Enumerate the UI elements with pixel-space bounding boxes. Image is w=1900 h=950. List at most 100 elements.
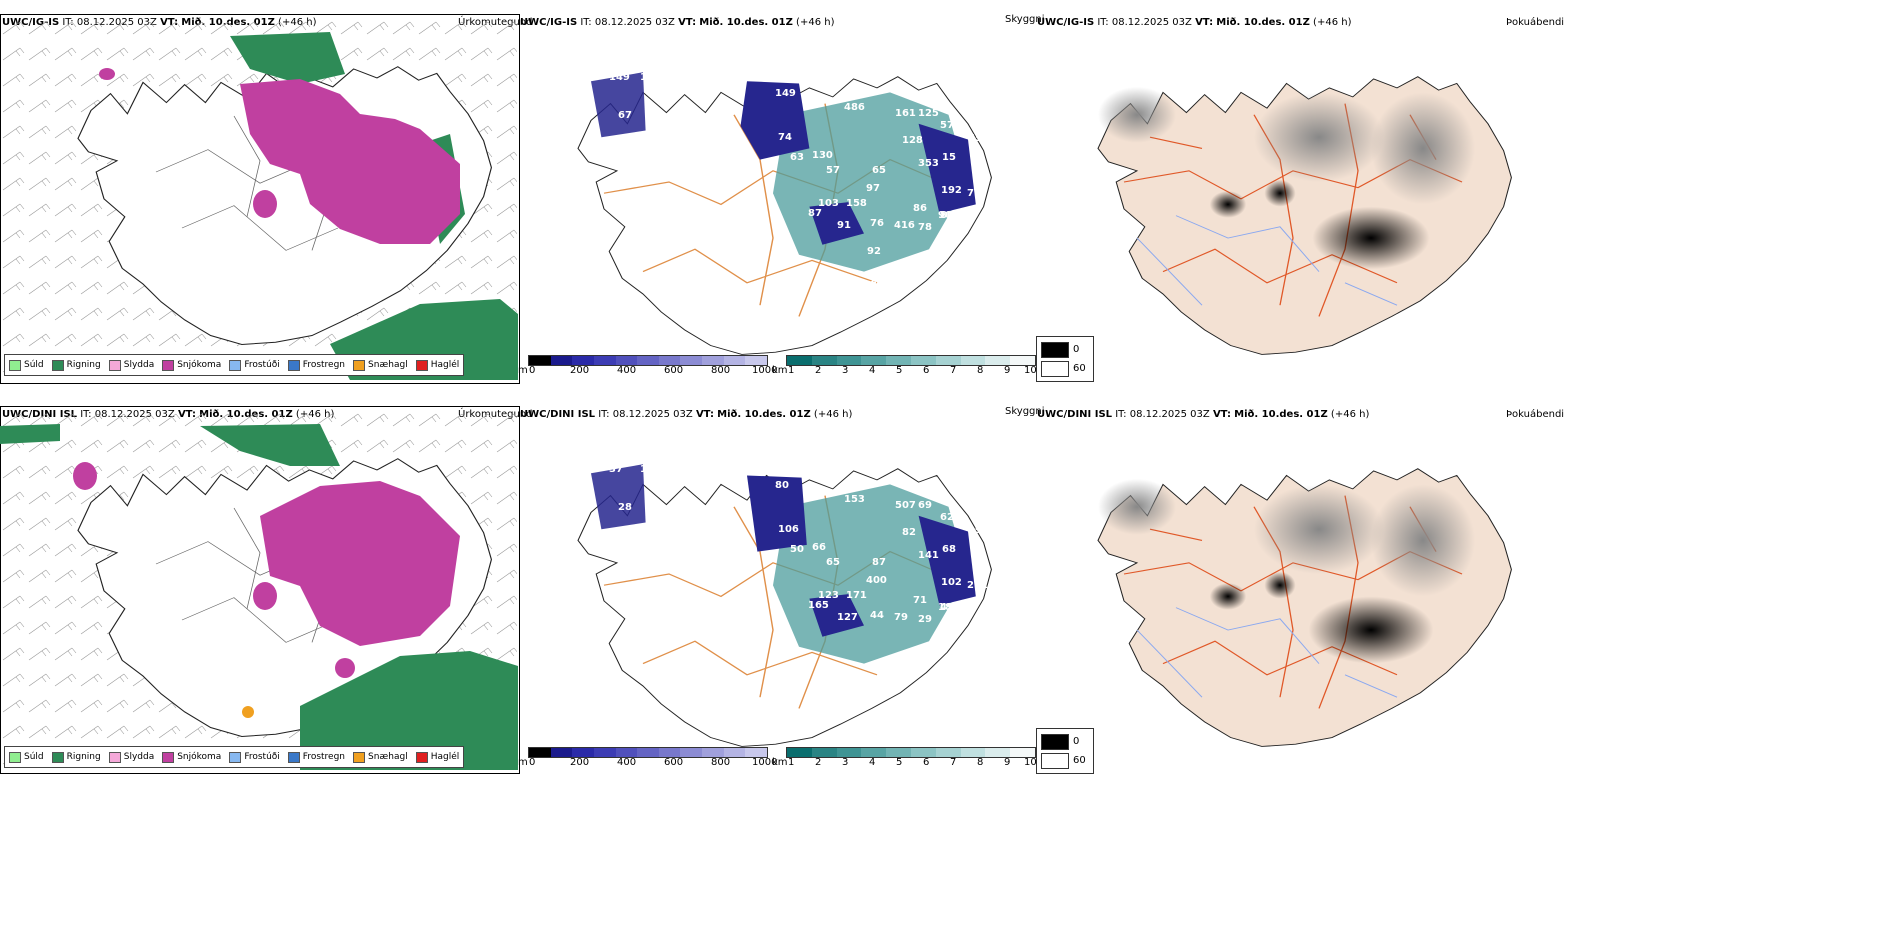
tick: 4 (869, 365, 876, 376)
visibility-value: 57 (940, 120, 954, 131)
tick: 10 (1024, 757, 1037, 768)
colorbar-segment (910, 356, 936, 365)
tick: 200 (570, 757, 590, 768)
swatch (229, 359, 242, 371)
swatch (287, 359, 300, 371)
vis-header-bottom: UWC/DINI ISL IT: 08.12.2025 03Z VT: Mið.… (520, 409, 852, 421)
colorbar-segment (985, 748, 1011, 757)
colorbar-segment (1010, 748, 1035, 757)
fog-header-bottom: UWC/DINI ISL IT: 08.12.2025 03Z VT: Mið.… (1037, 409, 1369, 421)
colorbar-segment (637, 356, 659, 365)
colorbar-segment (910, 748, 936, 757)
fog-high-label: 0 (1073, 736, 1080, 747)
fog-iceland-top (1097, 76, 1513, 356)
visibility-value: 90 (938, 210, 952, 221)
snow-areas (73, 462, 460, 678)
tick: 1000 (752, 365, 778, 376)
lead-time: (+46 h) (796, 17, 835, 28)
colorbar-segment (658, 356, 681, 365)
legend-item-hagel: Haglél (415, 359, 459, 371)
height-unit: m (518, 365, 528, 376)
height-unit: m (518, 757, 528, 768)
visibility-value: 79 (894, 612, 908, 623)
colorbar-segment (960, 356, 986, 365)
iceland-outline (77, 458, 493, 738)
visibility-value: 134 (640, 72, 661, 83)
visibility-value: 192 (941, 185, 962, 196)
visibility-value: 115 (736, 205, 757, 216)
swatch (415, 359, 428, 371)
it-value: 08.12.2025 03Z (612, 409, 693, 420)
vt-value: Mið. 10.des. 01Z (1216, 17, 1310, 28)
colorbar-segment (745, 748, 768, 757)
colorbar-segment (615, 356, 638, 365)
lead-time: (+46 h) (813, 409, 853, 420)
legend-label: Slydda (123, 360, 155, 370)
tick: 3 (842, 365, 849, 376)
swatch (287, 751, 300, 763)
visibility-value: 71 (913, 595, 927, 606)
colorbar-segment (572, 748, 594, 757)
legend-label: Frostregn (302, 752, 346, 762)
visibility-value: 74 (778, 132, 792, 143)
colorbar-segment (723, 748, 746, 757)
legend-label: Rigning (66, 360, 101, 370)
colorbar-segment (960, 748, 986, 757)
visibility-value: 185 (938, 602, 959, 613)
visibility-value: 400 (866, 575, 887, 586)
swatch (51, 359, 64, 371)
vis-header-top: UWC/IG-IS IT: 08.12.2025 03Z VT: Mið. 10… (520, 17, 834, 29)
vt-value: Mið. 10.des. 01Z (717, 409, 811, 420)
swatch (162, 751, 175, 763)
tick: 1000 (752, 757, 778, 768)
model-name: UWC/DINI ISL (1037, 409, 1113, 420)
legend-item-frostregn: Frostregn (287, 359, 346, 371)
legend-item-rigning: Rigning (51, 359, 101, 371)
colorbar-segment (811, 356, 837, 365)
legend-item-snaehagl: Snæhagl (353, 751, 408, 763)
tick: 400 (617, 365, 637, 376)
vis-unit: km (772, 757, 788, 768)
visibility-value: 99 (968, 525, 982, 536)
visibility-value: 65 (826, 557, 840, 568)
swatch (108, 751, 121, 763)
legend-label: Snjókoma (177, 360, 222, 370)
vis-iceland-bottom (577, 464, 993, 748)
swatch (9, 751, 21, 763)
fog-swatch-high (1041, 342, 1069, 358)
visibility-value: 507 (895, 500, 916, 511)
legend-label: Frostregn (302, 360, 346, 370)
legend-label: Snæhagl (368, 360, 408, 370)
swatch (9, 359, 21, 371)
legend-item-slydda: Slydda (108, 359, 155, 371)
visibility-value: 128 (902, 135, 923, 146)
visibility-value: 97 (866, 183, 880, 194)
tick: 2 (815, 757, 822, 768)
tick: 1 (788, 757, 795, 768)
fog-title-bottom: Þokuábendi (1506, 409, 1565, 420)
visibility-value: 77 (967, 188, 981, 199)
tick: 4 (869, 757, 876, 768)
colorbar-segment (723, 356, 746, 365)
colorbar-segment (680, 748, 703, 757)
legend-label: Snæhagl (368, 752, 408, 762)
it-value: 08.12.2025 03Z (594, 17, 675, 28)
visibility-value: 153 (844, 494, 865, 505)
colorbar-segment (637, 748, 659, 757)
visibility-value: 67 (618, 110, 632, 121)
model-name: UWC/IG-IS (520, 17, 578, 28)
legend-item-sudl: Súld (9, 751, 44, 763)
tick: 600 (664, 365, 684, 376)
vis-title-top: Skyggni (1005, 14, 1045, 25)
fog-high-label: 0 (1073, 344, 1080, 355)
swatch (162, 359, 175, 371)
visibility-value: 76 (845, 88, 859, 99)
visibility-value: 109 (640, 464, 661, 475)
vt-label: VT: (1195, 17, 1214, 28)
precip-map-top (1, 15, 518, 381)
swatch (415, 751, 428, 763)
tick: 9 (1004, 365, 1011, 376)
colorbar-segment (680, 356, 703, 365)
vt-label: VT: (678, 17, 697, 28)
